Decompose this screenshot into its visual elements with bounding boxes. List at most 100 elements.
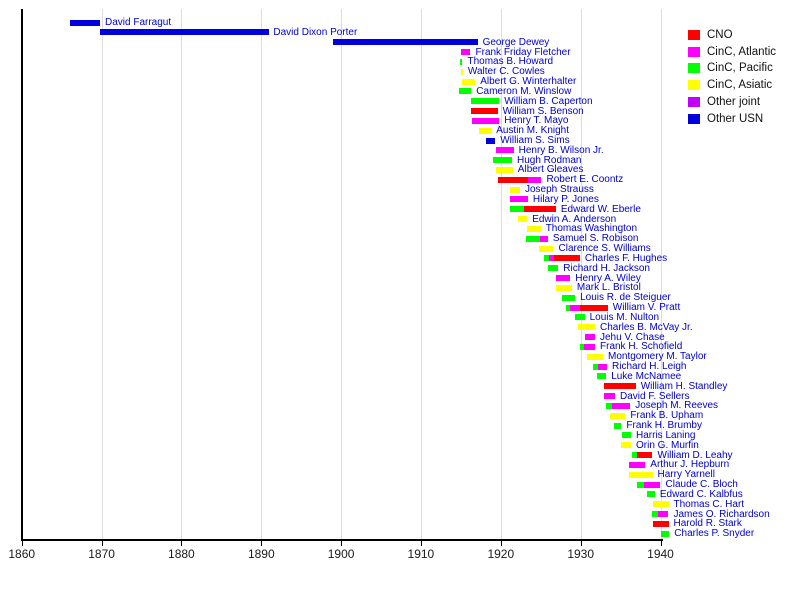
person-label[interactable]: Thomas B. Howard — [467, 56, 554, 68]
person-label[interactable]: Robert E. Coontz — [546, 174, 624, 186]
person-label[interactable]: Charles F. Hughes — [584, 252, 668, 264]
person-label[interactable]: Henry B. Wilson Jr. — [518, 144, 604, 156]
person-label[interactable]: Edwin A. Anderson — [532, 213, 617, 225]
bar-segment-atl — [611, 402, 631, 409]
person-label[interactable]: Joseph M. Reeves — [635, 400, 719, 412]
person-label[interactable]: Harry Yarnell — [657, 469, 715, 481]
person-label[interactable]: Albert G. Winterhalter — [480, 76, 577, 87]
person-label[interactable]: Luke McNamee — [611, 370, 682, 382]
bar-segment-atl — [643, 481, 661, 488]
bar-segment-asi — [629, 471, 653, 478]
bar-segment-usn — [100, 29, 269, 36]
bar-segment-pac — [561, 294, 576, 301]
bar-segment-asi — [652, 501, 669, 508]
person-label[interactable]: William S. Benson — [502, 105, 584, 117]
bar-segment-atl — [510, 196, 528, 203]
bar-segment-usn — [333, 39, 478, 46]
person-label[interactable]: William V. Pratt — [612, 302, 681, 314]
bar-segment-asi — [496, 166, 513, 173]
person-label[interactable]: Frank H. Schofield — [600, 341, 683, 353]
person-label[interactable]: David F. Sellers — [620, 390, 690, 402]
bar-segment-atl — [598, 363, 607, 370]
legend-item-cno: CNO — [686, 28, 796, 45]
bar-segment-atl — [585, 334, 595, 341]
legend-item-pac: CinC, Pacific — [686, 61, 796, 78]
person-label[interactable]: Richard H. Jackson — [563, 262, 650, 274]
person-label[interactable]: William D. Leahy — [657, 449, 733, 461]
person-label[interactable]: Claude C. Bloch — [665, 479, 738, 490]
bar-segment-pac — [575, 314, 585, 321]
legend-swatch — [688, 113, 700, 124]
x-axis-tick-label: 1900 — [327, 547, 355, 561]
decade-gridline — [181, 9, 183, 539]
person-label[interactable]: Charles P. Snyder — [674, 528, 755, 540]
person-label[interactable]: Louis R. de Steiguer — [580, 292, 671, 304]
x-axis-tick — [420, 540, 422, 546]
legend-item-joint: Other joint — [686, 95, 796, 112]
bar-segment-cno — [637, 452, 653, 458]
legend-label: CinC, Asiatic — [707, 79, 773, 92]
person-label[interactable]: George Dewey — [482, 36, 550, 48]
person-label[interactable]: Mark L. Bristol — [576, 282, 641, 294]
person-label[interactable]: Frank B. Upham — [630, 410, 704, 422]
person-label[interactable]: Orin G. Murfin — [636, 439, 699, 451]
person-label[interactable]: William B. Caperton — [504, 95, 593, 107]
person-label[interactable]: Richard H. Leigh — [612, 361, 687, 373]
bar-segment-asi — [460, 68, 463, 75]
bar-segment-atl — [570, 304, 580, 311]
person-label[interactable]: Albert Gleaves — [517, 164, 584, 176]
person-label[interactable]: David Dixon Porter — [273, 26, 358, 38]
x-axis-tick — [580, 540, 582, 546]
bar-segment-atl — [629, 461, 646, 468]
person-label[interactable]: Cameron M. Winslow — [476, 85, 572, 97]
person-label[interactable]: Edward C. Kalbfus — [659, 488, 743, 500]
person-label[interactable]: Frank Friday Fletcher — [475, 46, 571, 58]
legend-label: CinC, Pacific — [707, 62, 773, 75]
bar-segment-asi — [461, 78, 476, 85]
bar-segment-cno — [652, 520, 669, 527]
bar-segment-pac — [492, 157, 512, 164]
bar-segment-atl — [658, 511, 669, 517]
bar-segment-pac — [660, 530, 670, 537]
person-label[interactable]: Samuel S. Robison — [552, 233, 639, 245]
person-label[interactable]: Hilary P. Jones — [532, 193, 599, 205]
bar-segment-asi — [527, 225, 541, 232]
person-label[interactable]: William S. Sims — [500, 135, 570, 146]
bar-segment-pac — [471, 98, 500, 105]
person-label[interactable]: Thomas C. Hart — [673, 498, 745, 510]
decade-gridline — [420, 9, 422, 539]
bar-segment-asi — [620, 442, 631, 449]
bar-segment-asi — [509, 186, 520, 193]
person-label[interactable]: Henry A. Wiley — [575, 272, 641, 284]
x-axis-tick-label: 1920 — [487, 547, 515, 561]
person-label[interactable]: Frank H. Brumby — [626, 420, 702, 431]
person-label[interactable]: Edward W. Eberle — [560, 203, 641, 215]
person-label[interactable]: James O. Richardson — [673, 508, 770, 520]
x-axis-tick-label: 1910 — [407, 547, 435, 561]
person-label[interactable]: Harold R. Stark — [673, 518, 742, 530]
person-label[interactable]: Montgomery M. Taylor — [608, 351, 707, 363]
person-label[interactable]: Joseph Strauss — [525, 184, 594, 196]
decade-gridline — [500, 9, 502, 539]
person-label[interactable]: Henry T. Mayo — [504, 115, 569, 127]
person-label[interactable]: Thomas Washington — [545, 223, 638, 235]
person-label[interactable]: Hugh Rodman — [517, 154, 582, 166]
person-label[interactable]: Arthur J. Hepburn — [650, 459, 730, 471]
person-label[interactable]: Austin M. Knight — [496, 125, 569, 137]
bar-segment-pac — [579, 343, 584, 350]
person-label[interactable]: Jehu V. Chase — [600, 331, 665, 343]
legend-label: Other USN — [707, 112, 764, 125]
person-label[interactable]: William H. Standley — [640, 380, 728, 392]
person-label[interactable]: Clarence S. Williams — [558, 243, 651, 255]
person-label[interactable]: Harris Laning — [636, 429, 696, 441]
decade-gridline — [261, 9, 263, 539]
decade-gridline — [660, 9, 662, 539]
bar-segment-atl — [472, 117, 500, 124]
decade-gridline — [580, 9, 582, 539]
person-label[interactable]: Walter C. Cowles — [467, 66, 545, 78]
person-label[interactable]: Louis M. Nulton — [589, 311, 660, 323]
bar-segment-atl — [555, 275, 571, 282]
legend-label: CinC, Atlantic — [707, 45, 777, 58]
person-label[interactable]: David Farragut — [105, 17, 172, 28]
person-label[interactable]: Charles B. McVay Jr. — [600, 321, 693, 333]
